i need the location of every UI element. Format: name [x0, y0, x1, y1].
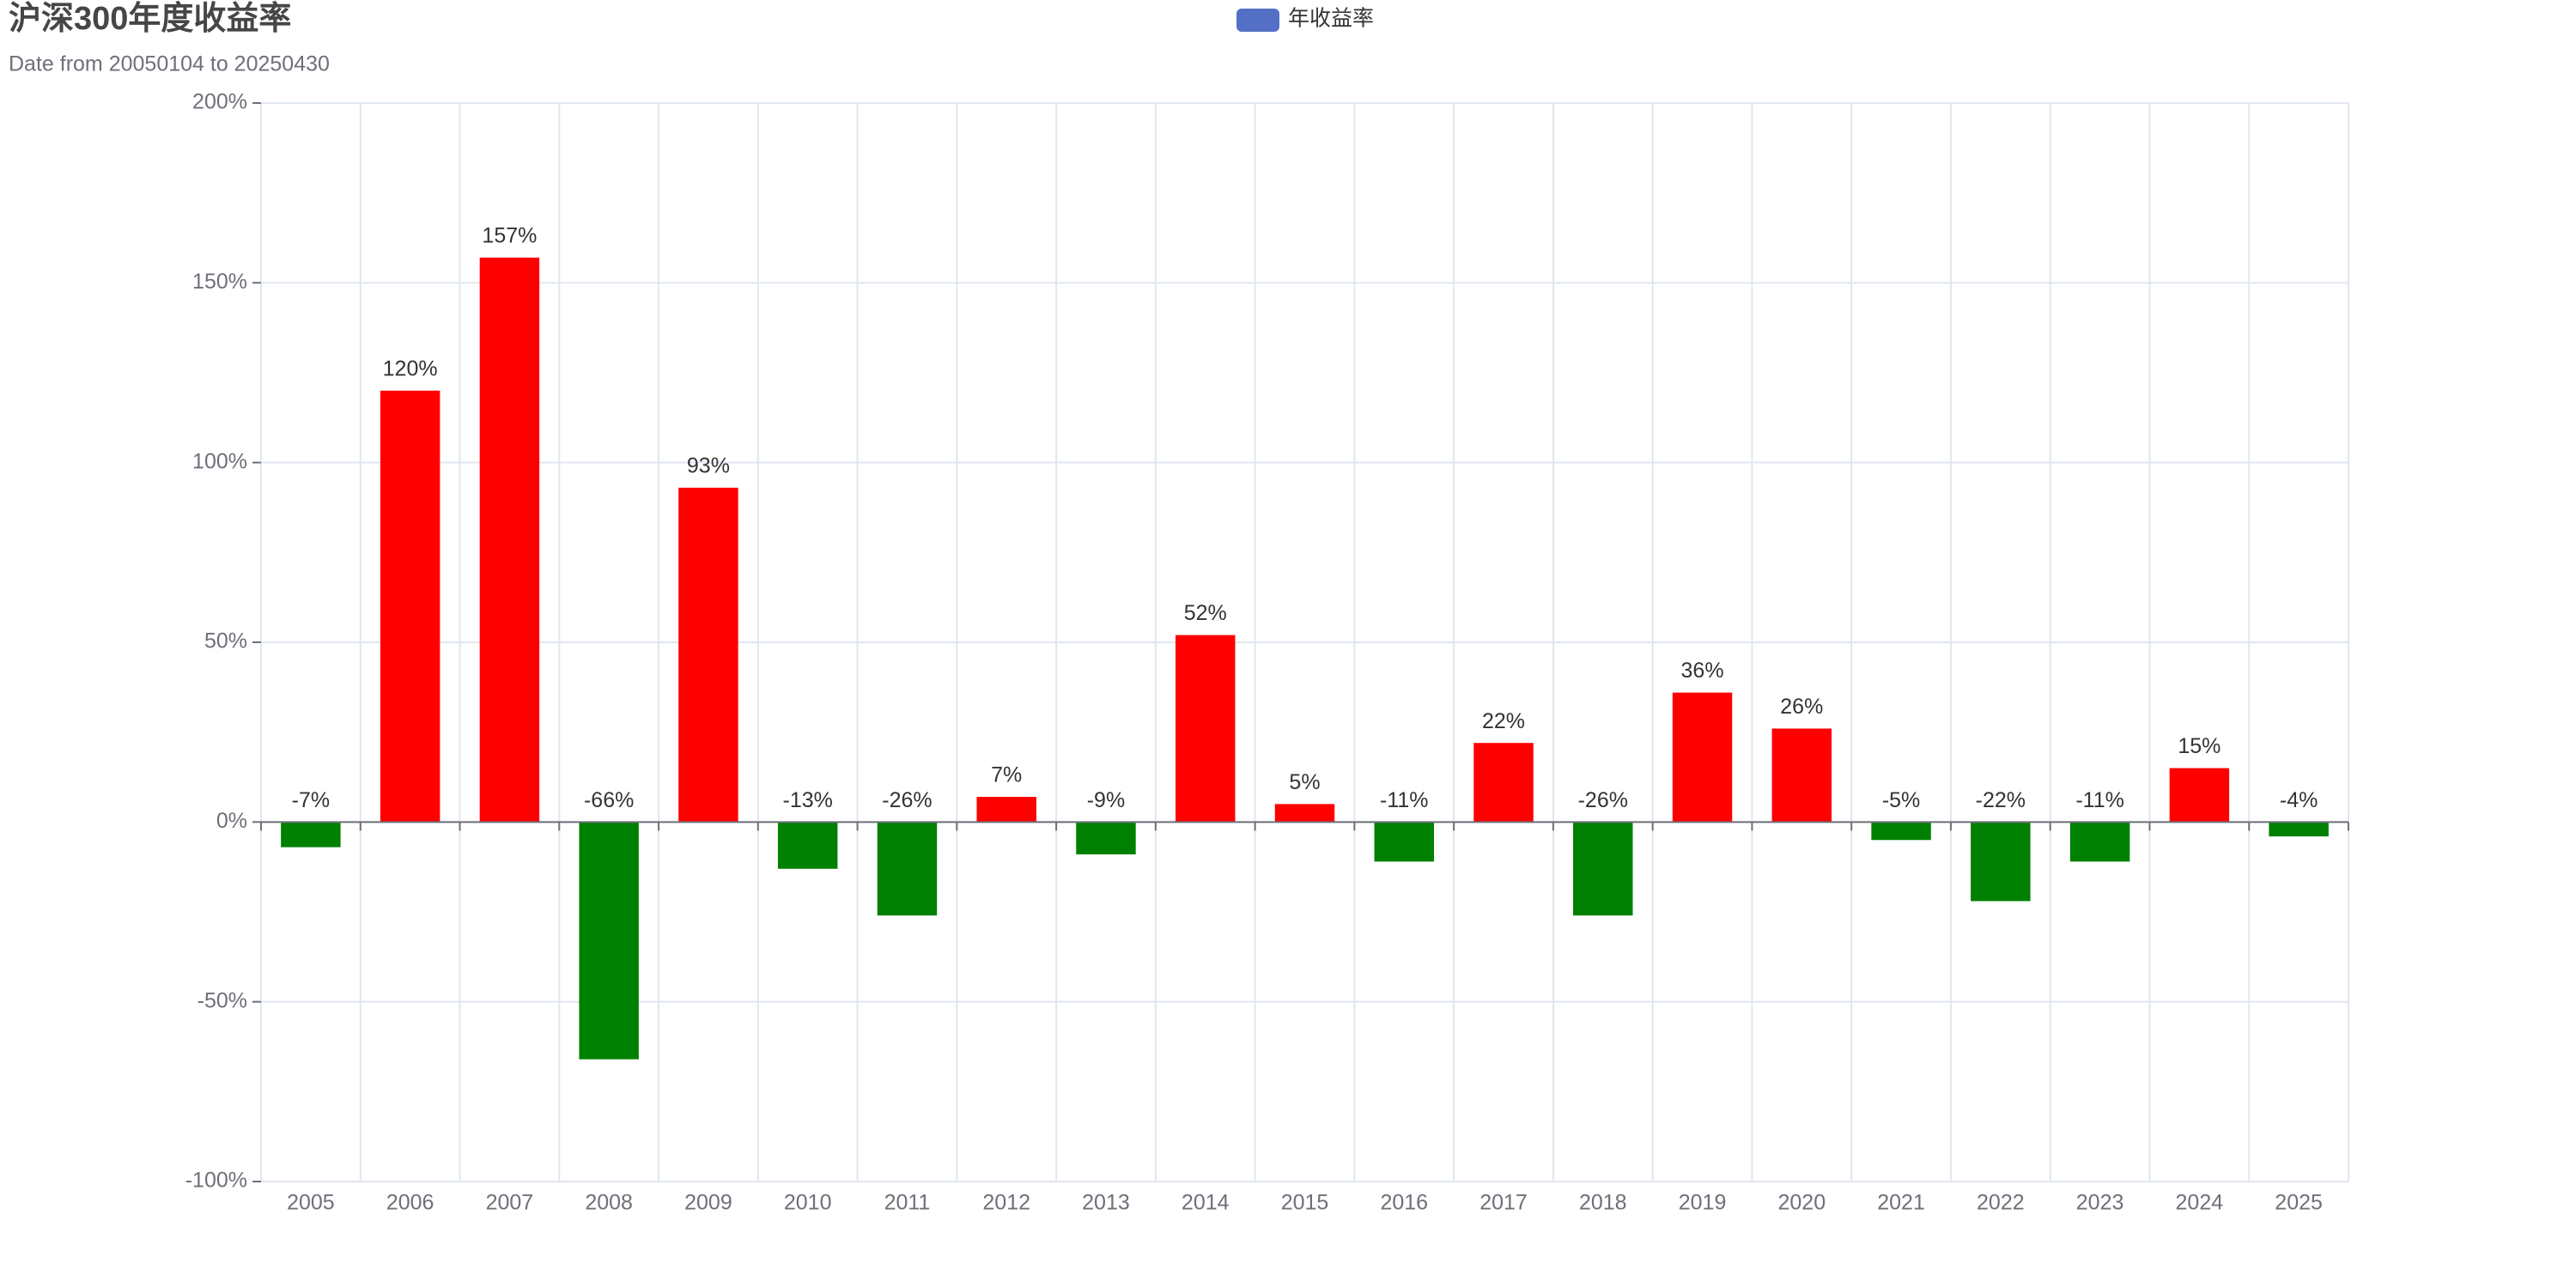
chart-subtitle: Date from 20050104 to 20250430 — [9, 52, 330, 76]
bar — [380, 390, 440, 823]
bar — [479, 258, 540, 823]
x-tick-label: 2019 — [1679, 1191, 1727, 1215]
y-tick-label: 50% — [204, 629, 247, 653]
x-tick-label: 2024 — [2176, 1191, 2224, 1215]
bar — [1672, 692, 1733, 823]
x-tick-label: 2005 — [287, 1191, 335, 1215]
value-label: -66% — [584, 788, 634, 812]
legend-swatch — [1236, 9, 1279, 32]
value-label: 5% — [1289, 770, 1320, 794]
chart-title: 沪深300年度收益率 — [9, 1, 291, 37]
legend-label: 年收益率 — [1288, 7, 1374, 31]
bar — [1176, 635, 1236, 823]
bar — [976, 797, 1036, 823]
value-label: 120% — [383, 357, 438, 381]
value-label: 157% — [482, 224, 537, 248]
bar — [579, 822, 639, 1060]
x-tick-label: 2018 — [1579, 1191, 1627, 1215]
value-label: -4% — [2280, 788, 2318, 812]
value-label: 93% — [687, 454, 730, 478]
bar — [2169, 768, 2230, 823]
value-label: -11% — [1380, 788, 1429, 812]
bar — [2269, 822, 2329, 837]
bar — [1076, 822, 1136, 855]
value-label: -5% — [1882, 788, 1920, 812]
value-label: -11% — [2075, 788, 2124, 812]
y-tick-label: -100% — [185, 1169, 247, 1193]
y-tick-label: 100% — [192, 449, 247, 473]
value-label: 52% — [1184, 601, 1227, 625]
bar — [2069, 822, 2130, 862]
x-tick-label: 2021 — [1877, 1191, 1925, 1215]
x-tick-label: 2007 — [486, 1191, 534, 1215]
x-tick-label: 2023 — [2076, 1191, 2124, 1215]
value-label: 7% — [991, 763, 1022, 787]
x-tick-label: 2022 — [1977, 1191, 2025, 1215]
value-label: -26% — [1578, 788, 1628, 812]
bar — [1374, 822, 1434, 862]
value-label: 36% — [1681, 659, 1724, 683]
value-label: 15% — [2178, 734, 2221, 758]
bar — [1573, 822, 1633, 916]
bar — [678, 487, 738, 823]
x-tick-label: 2014 — [1182, 1191, 1230, 1215]
bar — [777, 822, 838, 869]
x-tick-label: 2012 — [982, 1191, 1030, 1215]
bar — [281, 822, 341, 848]
bar — [1871, 822, 1931, 841]
value-label: 22% — [1482, 709, 1525, 733]
x-tick-label: 2017 — [1479, 1191, 1528, 1215]
value-label: -7% — [292, 788, 330, 812]
value-label: -22% — [1976, 788, 2026, 812]
bar — [1274, 804, 1335, 823]
bar — [877, 822, 938, 916]
x-tick-label: 2010 — [784, 1191, 832, 1215]
y-tick-label: -50% — [197, 988, 247, 1012]
value-label: -13% — [783, 788, 833, 812]
value-label: -9% — [1087, 788, 1125, 812]
value-label: -26% — [882, 788, 932, 812]
bar — [1771, 728, 1832, 823]
x-tick-label: 2008 — [585, 1191, 633, 1215]
x-tick-label: 2016 — [1380, 1191, 1428, 1215]
x-tick-label: 2011 — [884, 1191, 931, 1215]
x-tick-label: 2006 — [386, 1191, 434, 1215]
y-tick-label: 150% — [192, 270, 247, 294]
x-tick-label: 2009 — [684, 1191, 732, 1215]
x-tick-label: 2013 — [1082, 1191, 1130, 1215]
x-tick-label: 2025 — [2275, 1191, 2323, 1215]
bar — [1971, 822, 2031, 902]
x-tick-label: 2020 — [1777, 1191, 1826, 1215]
y-tick-label: 0% — [216, 809, 247, 833]
bar — [1473, 743, 1534, 823]
x-tick-label: 2015 — [1281, 1191, 1329, 1215]
y-tick-label: 200% — [192, 90, 247, 114]
value-label: 26% — [1780, 695, 1823, 719]
